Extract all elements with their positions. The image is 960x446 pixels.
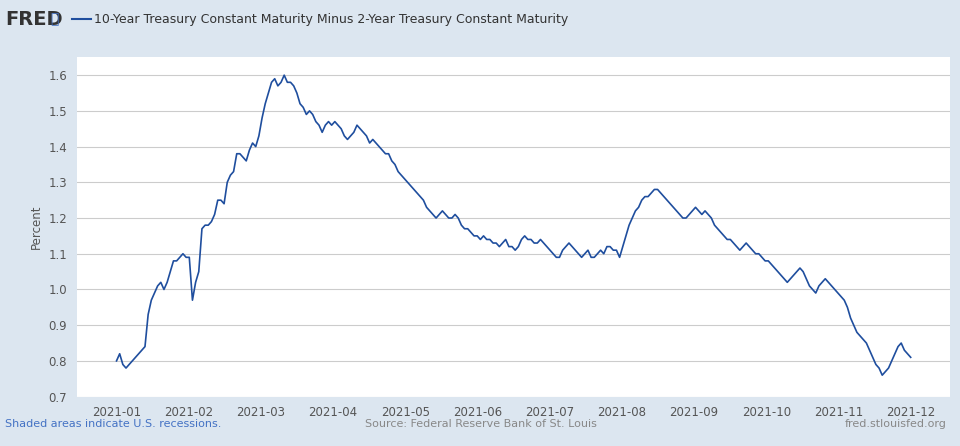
Text: 🗠: 🗠 [50, 12, 59, 26]
Text: fred.stlouisfed.org: fred.stlouisfed.org [845, 419, 947, 429]
Text: Shaded areas indicate U.S. recessions.: Shaded areas indicate U.S. recessions. [5, 419, 221, 429]
Text: 10-Year Treasury Constant Maturity Minus 2-Year Treasury Constant Maturity: 10-Year Treasury Constant Maturity Minus… [94, 13, 568, 26]
Text: Source: Federal Reserve Bank of St. Louis: Source: Federal Reserve Bank of St. Loui… [365, 419, 597, 429]
Y-axis label: Percent: Percent [30, 205, 43, 249]
Text: FRED: FRED [5, 10, 62, 29]
